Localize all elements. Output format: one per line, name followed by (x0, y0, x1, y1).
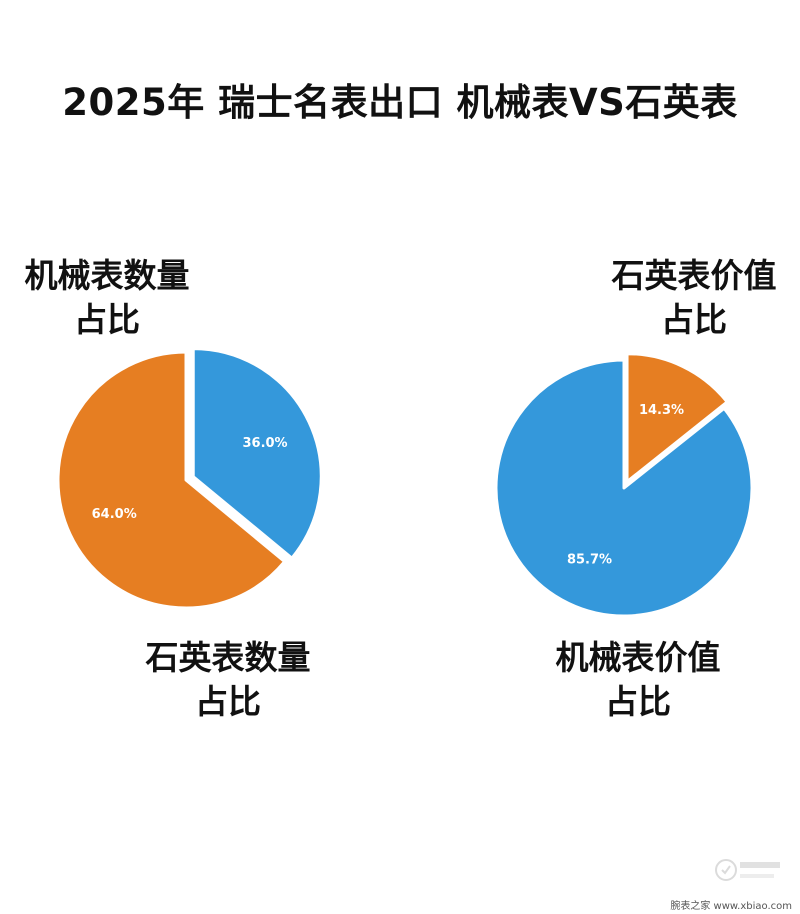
pie-value-share: 14.3% 85.7% (494, 352, 754, 618)
label-quartz-count-line1: 石英表数量 (145, 638, 311, 677)
pie-1-slice-0-value-label: 14.3% (639, 403, 684, 418)
label-mechanical-count-line2: 占比 (74, 300, 140, 339)
label-quartz-value-line2: 占比 (661, 300, 727, 339)
label-quartz-value-line1: 石英表价值 (611, 256, 777, 295)
pie-0-slice-1-value-label: 64.0% (92, 507, 137, 522)
pie-count-share: 36.0% 64.0% (56, 347, 323, 610)
pie-0-slice-0-value-label: 36.0% (242, 436, 287, 451)
label-mechanical-count: 机械表数量 占比 (22, 254, 192, 342)
label-mechanical-count-line1: 机械表数量 (24, 256, 190, 295)
label-mechanical-value-line1: 机械表价值 (555, 638, 721, 677)
pie-1-slice-1 (494, 358, 754, 618)
label-mechanical-value: 机械表价值 占比 (552, 636, 724, 724)
watermark-logo-icon (715, 859, 780, 881)
pie-1-slice-1-value-label: 85.7% (567, 552, 612, 567)
chart-title: 2025年 瑞士名表出口 机械表VS石英表 (62, 81, 738, 124)
pie-0-slice-0 (191, 347, 323, 560)
label-quartz-count-line2: 占比 (195, 682, 261, 721)
label-quartz-value: 石英表价值 占比 (608, 254, 780, 342)
label-quartz-count: 石英表数量 占比 (142, 636, 314, 724)
pie-1-slice-0 (625, 352, 729, 484)
label-mechanical-value-line2: 占比 (605, 682, 671, 721)
pie-0-slice-1 (56, 350, 287, 610)
watermark-text: 腕表之家 www.xbiao.com (670, 901, 792, 912)
